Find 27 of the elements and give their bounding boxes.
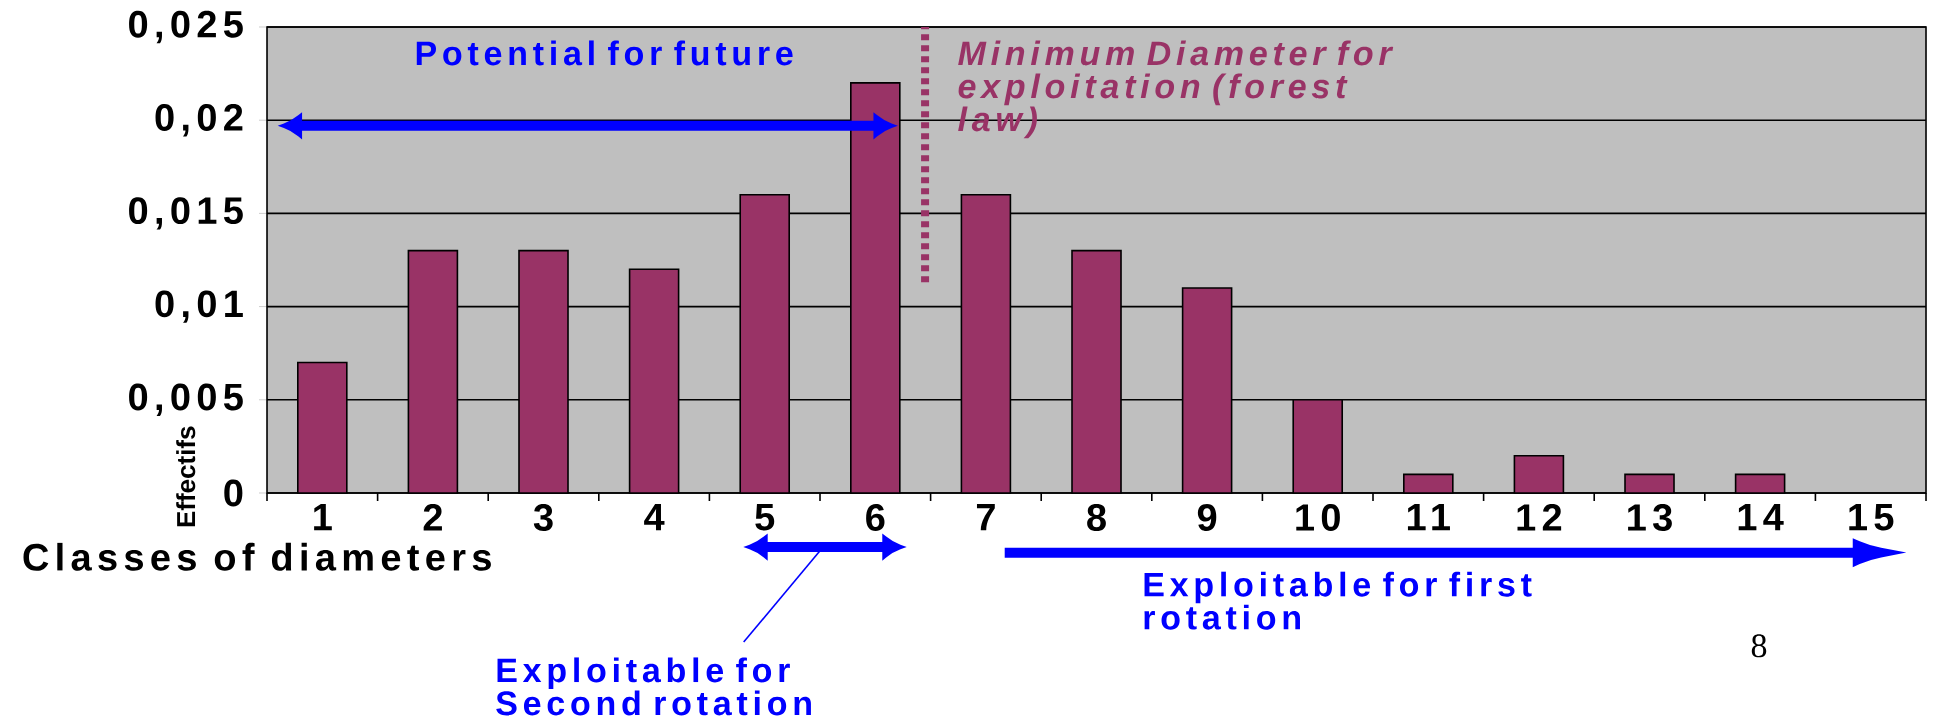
y-tick-label: 0,015	[129, 197, 243, 230]
x-tick-label: 14	[1738, 504, 1784, 531]
y-axis-title: Effectifs	[176, 426, 196, 527]
text: 8	[1751, 634, 1767, 658]
x-tick-label: 9	[1197, 504, 1217, 531]
x-axis-title: Classes of diameters	[23, 542, 491, 571]
text: Exploitable for Second rotation	[496, 657, 811, 716]
y-tick-label: 0,025	[129, 10, 243, 44]
x-tick-label: 1	[314, 504, 332, 531]
x-tick-label: 5	[755, 504, 775, 531]
x-tick-label: 13	[1628, 504, 1672, 532]
x-tick-label: 6	[866, 504, 885, 531]
y-tick-label: 0,02	[155, 103, 243, 137]
text: Exploitable for first rotation	[1144, 571, 1532, 630]
x-tick-label: 12	[1517, 504, 1562, 531]
y-tick-label: 0,005	[129, 383, 243, 416]
x-tick-label: 7	[976, 504, 995, 531]
x-tick-label: 10	[1296, 504, 1340, 531]
x-tick-label: 3	[533, 504, 553, 532]
x-tick-label: 8	[1087, 504, 1106, 531]
annotation: Potential for future	[416, 40, 793, 66]
x-tick-label: 4	[644, 504, 665, 531]
y-tick-label: 0,01	[155, 290, 243, 323]
x-tick-label: 2	[423, 504, 442, 531]
y-tick-label: 0	[224, 479, 243, 507]
x-tick-label: 15	[1849, 504, 1894, 531]
x-tick-label: 11	[1407, 504, 1450, 531]
